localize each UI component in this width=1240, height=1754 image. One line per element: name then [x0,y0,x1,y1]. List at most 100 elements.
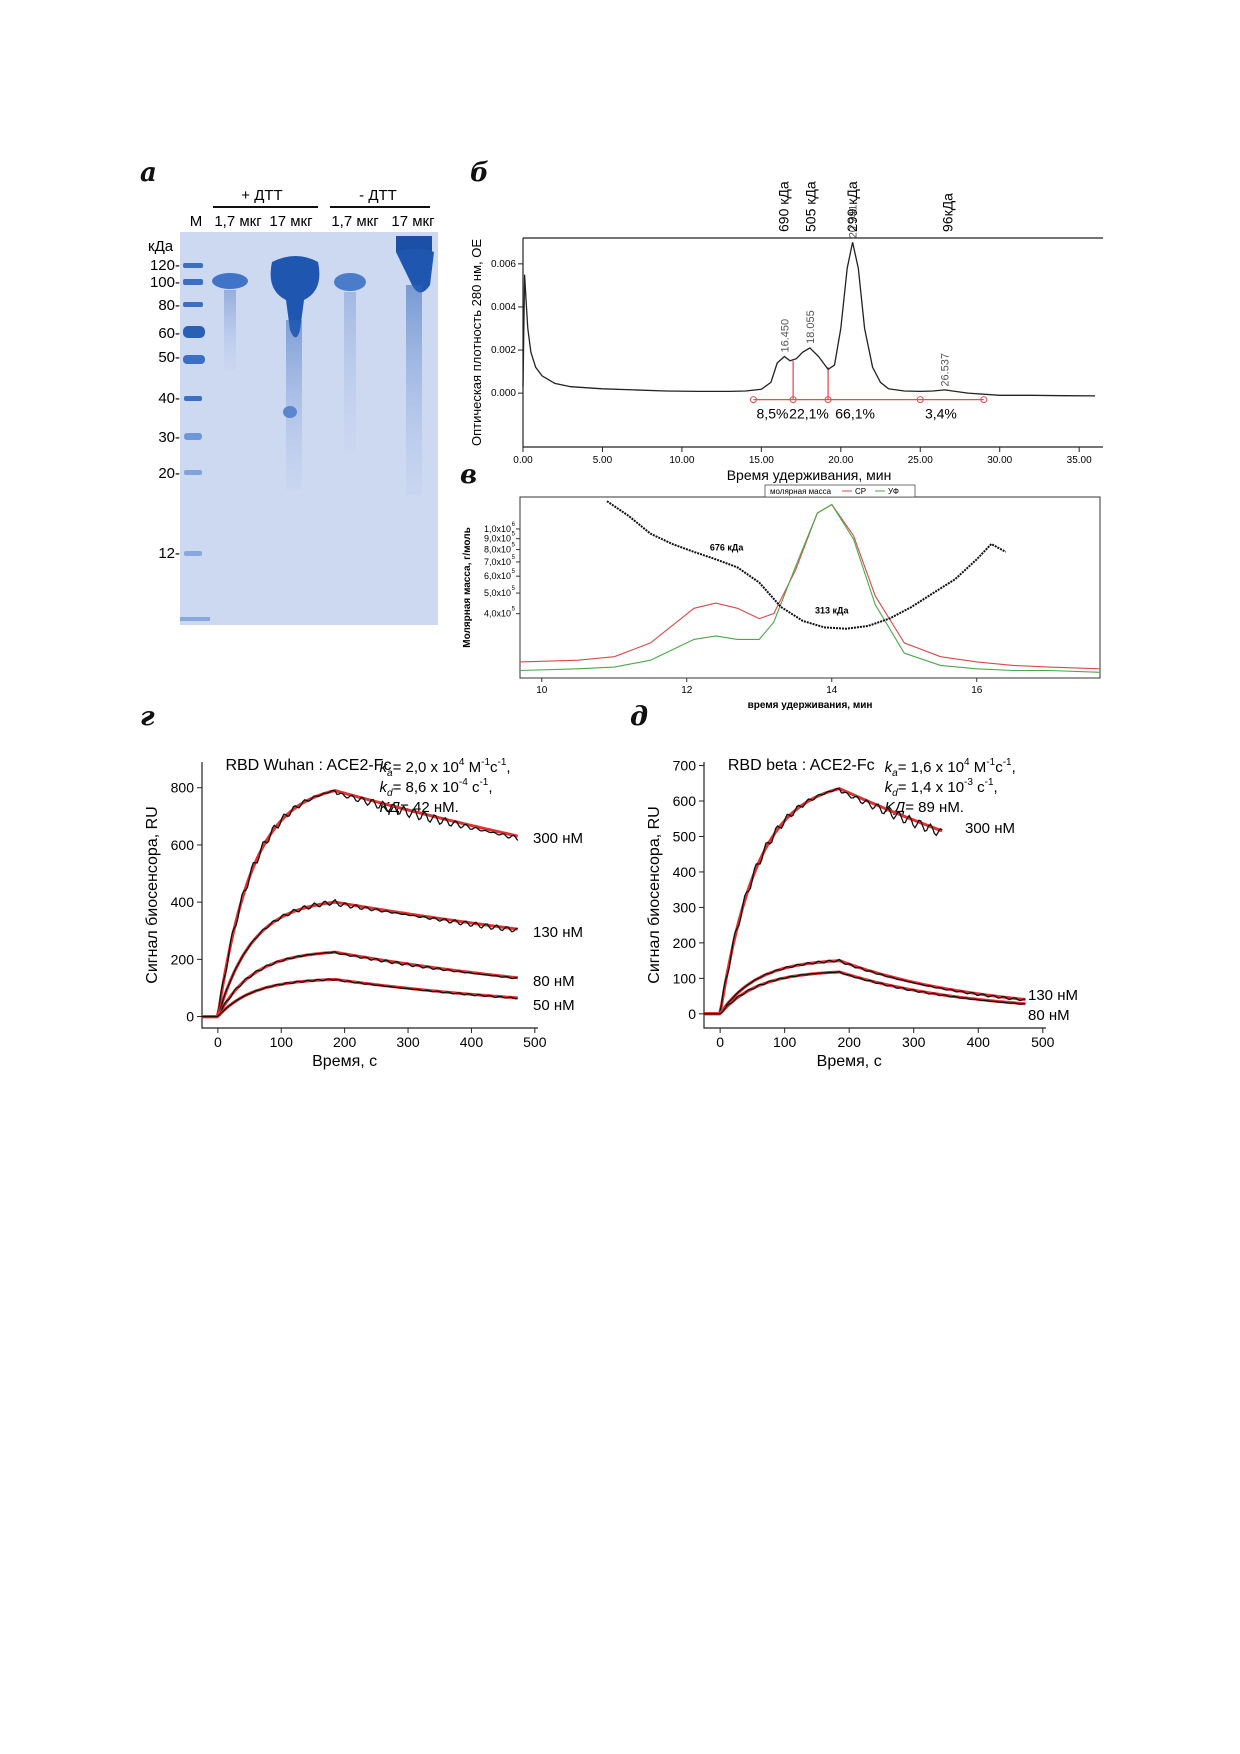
mw-label: 690 кДа [776,181,792,232]
kinetic-text: = 1,6 x 10 [898,759,964,776]
kinetic-text: c [973,779,985,796]
x-tick-label: 0 [716,1034,724,1050]
axis-frame [201,762,538,1029]
kinetic-text: -4 [459,777,468,788]
x-tick-label: 500 [1031,1034,1055,1050]
annotation: 313 кДа [815,606,849,616]
x-tick-label: 12 [681,685,693,696]
x-axis-label: Время, с [312,1053,377,1070]
kinetic-constant: KД= 42 нМ. [380,799,459,816]
panel-label-v: в [460,460,478,490]
gel-marker: 12- [158,545,180,562]
mw-label: 505 кДа [803,181,819,232]
annotation: 676 кДа [710,543,744,553]
data-curve [704,958,1026,1015]
y-axis-label: Оптическая плотность 280 нм, ОЕ [469,239,484,446]
data-curve [202,978,518,1018]
series-uv [519,503,1101,673]
legend-entry: СР [855,487,866,496]
y-tick-label: 600 [673,793,697,809]
x-tick-label: 25.00 [908,455,933,466]
gel-lane-label: 1,7 мкг [331,213,379,230]
x-tick-label: 5.00 [593,455,613,466]
x-tick-label: 200 [838,1034,862,1050]
gel-marker: 50- [158,349,180,366]
kinetic-text: 4 [459,757,465,768]
peak-label: 20.741 [848,205,860,239]
x-tick-label: 200 [333,1034,357,1050]
kinetic-text: -1 [986,757,995,768]
series-label: 50 нМ [533,997,575,1014]
kinetic-text: -3 [964,777,973,788]
kinetic-constant: kd= 8,6 x 10-4 c-1, [380,777,493,799]
y-tick-label: 500 [673,828,697,844]
y-tick-label: 8,0x10 [484,545,511,555]
y-tick-label: 9,0x10 [484,534,511,544]
y-tick-label: 1,0x10 [484,524,511,534]
x-tick-label: 0 [214,1034,222,1050]
fit-curve [202,977,518,1019]
peak-label: 18.055 [805,310,817,344]
y-tick-exponent: 5 [512,586,516,592]
x-tick-label: 10.00 [669,455,694,466]
kinetic-constant: ka= 1,6 x 104 M-1c-1, [885,757,1016,779]
band-lane1-main [212,273,248,289]
kinetic-text: = 1,4 x 10 [898,779,964,796]
kinetic-constant: ka= 2,0 x 104 M-1c-1, [380,757,511,779]
y-tick-label: 0.006 [491,259,516,270]
gel-marker: 20- [158,465,180,482]
y-tick-exponent: 5 [512,607,516,613]
kinetic-constant: KД= 89 нМ. [885,799,964,816]
x-tick-label: 300 [396,1034,420,1050]
y-tick-label: 400 [171,894,195,910]
kinetic-text: M [464,759,481,776]
kinetic-text: = 2,0 x 10 [393,759,459,776]
series-label: 130 нМ [1028,987,1078,1004]
fit-curve [704,959,1026,1016]
band-lane1-smear [224,290,236,370]
integration-marker [916,396,924,404]
x-tick-label: 400 [460,1034,484,1050]
x-tick-label: 14 [826,685,838,696]
mw-label: 96кДа [939,193,955,232]
y-tick-label: 100 [673,970,697,986]
chart-title: RBD beta : ACE2-Fc [728,757,875,774]
band-lane2-minor [283,406,297,418]
series-ls [519,503,1101,670]
y-tick-exponent: 6 [512,522,516,528]
y-axis-label: Молярная масса, г/моль [462,527,473,647]
y-tick-exponent: 5 [512,555,516,561]
percent-label: 66,1% [835,406,875,422]
kinetic-text: c [995,759,1003,776]
kinetic-text: , [506,759,510,776]
legend-entry: УФ [888,487,899,496]
x-tick-label: 15.00 [749,455,774,466]
fit-curve [202,900,518,1019]
kinetic-constant: kd= 1,4 x 10-3 c-1, [885,777,998,799]
y-tick-label: 0.000 [491,388,516,399]
band-lane4-smear [406,285,422,495]
kinetic-text: -1 [985,777,994,788]
x-axis-label: Время, с [817,1053,882,1070]
data-curve [202,898,518,1018]
series-label: 80 нМ [1028,1007,1070,1024]
marker-ladder [180,263,210,621]
legend-entry: молярная масса [770,487,832,496]
y-tick-label: 4,0x10 [484,609,511,619]
percent-label: 8,5% [757,406,789,422]
y-axis-label: Сигнал биосенсора, RU [646,806,663,983]
peak-label: 26.537 [940,353,952,387]
gel-marker: 60- [158,325,180,342]
data-curve [202,789,519,1018]
band-lane3-smear [344,292,356,452]
kinetic-text: -1 [498,757,507,768]
integration-marker [980,396,988,404]
y-tick-label: 200 [673,935,697,951]
kinetic-text: -1 [479,777,488,788]
y-tick-label: 5,0x10 [484,588,511,598]
kinetic-text: M [970,759,987,776]
gel-marker-labels: 120- 100- 80- 60- 50- 40- 30- 20- 12- [150,257,180,562]
x-tick-label: 10 [536,685,548,696]
